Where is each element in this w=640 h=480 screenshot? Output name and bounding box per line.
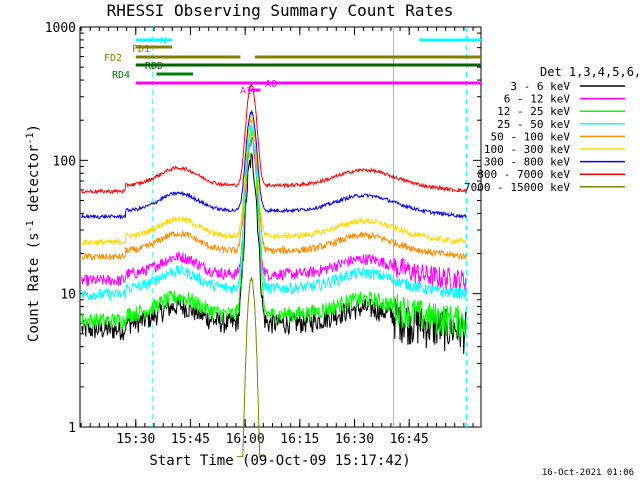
y-tick-label: 10 (60, 288, 76, 303)
y-axis-label-sup1: -1 (25, 220, 36, 232)
y-axis-label-part3: ) (26, 124, 42, 132)
series-line-6 (81, 109, 467, 220)
series-line-7 (81, 83, 467, 195)
x-tick-label: 16:30 (335, 432, 374, 447)
legend-label: 7000 - 15000 keV (464, 181, 570, 194)
flags-layer: N FD1 FD2 RDD RD4 A0 A1 (104, 36, 481, 97)
legend-title: Det 1,3,4,5,6,9 (540, 65, 640, 79)
flag-label-rdd: RDD (145, 61, 163, 72)
flag-label-a1: A1 (240, 86, 252, 97)
y-axis-label-part2: detector (26, 145, 42, 221)
x-tick-label: 15:30 (116, 432, 155, 447)
flag-label-rd4: RD4 (112, 70, 130, 81)
legend-label: 100 - 300 keV (484, 143, 570, 156)
y-tick-label: 100 (53, 154, 76, 169)
legend-label: 6 - 12 keV (504, 93, 571, 106)
y-tick-label: 1000 (45, 21, 76, 36)
x-tick-label: 16:00 (226, 432, 265, 447)
flag-label-fd2: FD2 (104, 53, 122, 64)
flag-label-n: N (160, 36, 166, 47)
y-axis-label-sup2: -1 (25, 132, 36, 144)
legend-label: 300 - 800 keV (484, 156, 570, 169)
series-line-3 (81, 124, 467, 302)
y-axis-label: Count Rate (s-1 detector-1) (25, 124, 42, 342)
series-line-8 (236, 277, 266, 458)
x-tick-label: 16:15 (280, 432, 319, 447)
footer-timestamp: 16-Oct-2021 01:06 (542, 468, 634, 478)
chart-title: RHESSI Observing Summary Count Rates (107, 1, 454, 20)
legend-label: 12 - 25 keV (497, 105, 570, 118)
axis-ticks: 15:30 15:45 16:00 16:15 16:30 16:45 1 10 100 1000 (45, 21, 481, 447)
flag-label-a0: A0 (265, 79, 277, 90)
legend-label: 3 - 6 keV (510, 80, 570, 93)
x-tick-label: 16:45 (390, 432, 429, 447)
y-tick-label: 1 (68, 421, 76, 436)
series-line-4 (81, 117, 467, 261)
x-tick-label: 15:45 (171, 432, 210, 447)
plot-frame (79, 26, 482, 428)
legend-label: 50 - 100 keV (491, 130, 571, 143)
series-line-5 (81, 115, 467, 247)
y-axis-label-part1: Count Rate (s (26, 232, 42, 342)
legend-label: 25 - 50 keV (497, 118, 570, 131)
series-line-2 (81, 131, 467, 338)
series-layer (81, 27, 467, 458)
series-line-1 (81, 136, 467, 293)
x-axis-label: Start Time (09-Oct-09 15:17:42) (149, 453, 410, 469)
flag-label-fd1: FD1 (132, 44, 150, 55)
legend-label: 800 - 7000 keV (477, 168, 570, 181)
